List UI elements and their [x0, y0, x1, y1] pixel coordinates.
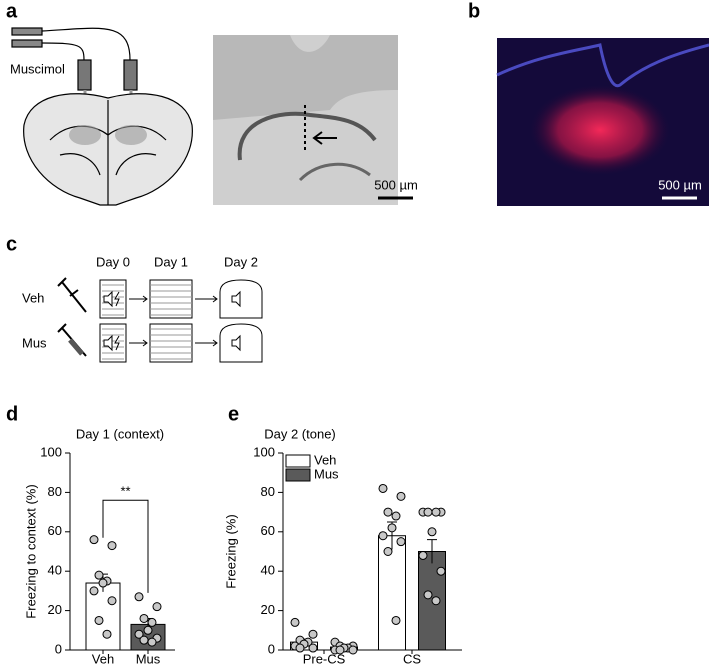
y-axis-label: Freezing to context (%): [23, 484, 38, 618]
data-point: [147, 617, 157, 627]
data-point: [387, 523, 397, 533]
data-point: [290, 617, 300, 627]
y-tick-label: 60: [261, 523, 275, 538]
schedule-diagram: [57, 277, 263, 363]
data-point: [308, 643, 318, 653]
panel-label: c: [6, 233, 17, 255]
panel-label: e: [228, 403, 239, 425]
data-point: [431, 507, 441, 517]
day-label: Day 0: [96, 254, 130, 269]
data-point: [396, 537, 406, 547]
x-tick-label: Veh: [92, 651, 114, 666]
group-label: Veh: [22, 290, 44, 305]
day-label: Day 1: [154, 254, 188, 269]
y-tick-label: 100: [253, 444, 275, 459]
data-point: [423, 590, 433, 600]
data-point: [431, 596, 441, 606]
y-tick-label: 0: [268, 641, 275, 656]
data-point: [143, 625, 153, 635]
histology-image: [213, 35, 413, 205]
data-point: [436, 566, 446, 576]
data-point: [391, 511, 401, 521]
panel-label: a: [6, 0, 18, 22]
data-point: [295, 643, 305, 653]
y-tick-label: 20: [261, 602, 275, 617]
chart-title: Day 1 (context): [76, 426, 164, 441]
x-tick-label: CS: [403, 651, 421, 666]
x-tick-label: Mus: [136, 651, 161, 666]
data-point: [89, 586, 99, 596]
data-point: [391, 615, 401, 625]
day-label: Day 2: [224, 254, 258, 269]
legend-label: Veh: [314, 452, 336, 467]
data-point: [427, 527, 437, 537]
brain-schematic: [11, 27, 193, 206]
y-tick-label: 0: [55, 641, 62, 656]
data-point: [423, 507, 433, 517]
data-point: [94, 615, 104, 625]
y-tick-label: 40: [48, 563, 62, 578]
significance-bracket: [102, 499, 149, 593]
panel-label: b: [468, 0, 480, 22]
error-bar: [427, 539, 437, 564]
significance-label: **: [120, 484, 130, 499]
data-point: [383, 507, 393, 517]
y-tick-label: 40: [261, 563, 275, 578]
data-point: [102, 629, 112, 639]
data-point: [378, 531, 388, 541]
legend-swatch: [285, 454, 311, 468]
panel-label: d: [6, 403, 18, 425]
data-point: [98, 578, 108, 588]
legend-label: Mus: [314, 466, 339, 481]
data-point: [383, 547, 393, 556]
data-point: [152, 602, 162, 612]
y-tick-label: 20: [48, 602, 62, 617]
fluorescence-image: [496, 38, 709, 206]
x-tick-label: Pre-CS: [303, 651, 346, 666]
data-point: [308, 629, 318, 639]
data-point: [107, 596, 117, 606]
data-point: [94, 570, 104, 580]
y-tick-label: 100: [40, 444, 62, 459]
data-point: [378, 483, 388, 493]
data-point: [418, 550, 428, 560]
scale-bar-label: 500 µm: [658, 177, 702, 192]
data-point: [335, 645, 345, 655]
data-point: [89, 535, 99, 545]
bar: [378, 535, 406, 651]
drug-label: Muscimol: [10, 61, 65, 76]
legend-swatch: [285, 468, 311, 482]
y-tick-label: 80: [261, 484, 275, 499]
data-point: [139, 635, 149, 645]
y-tick-label: 60: [48, 523, 62, 538]
data-point: [134, 592, 144, 602]
data-point: [107, 541, 117, 551]
data-point: [147, 637, 157, 647]
data-point: [134, 629, 144, 639]
y-tick-label: 80: [48, 484, 62, 499]
data-point: [139, 613, 149, 623]
chart-title: Day 2 (tone): [264, 426, 336, 441]
data-point: [348, 645, 358, 655]
group-label: Mus: [22, 335, 47, 350]
scale-bar-label: 500 µm: [374, 177, 418, 192]
y-axis-label: Freezing (%): [223, 514, 238, 588]
data-point: [396, 491, 406, 501]
